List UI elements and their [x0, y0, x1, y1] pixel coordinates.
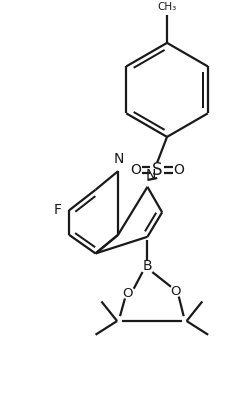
Text: CH₃: CH₃	[157, 2, 177, 12]
Text: B: B	[143, 259, 152, 273]
Text: O: O	[173, 163, 184, 177]
Text: S: S	[152, 161, 162, 179]
Text: N: N	[114, 152, 124, 166]
Text: N: N	[145, 168, 156, 182]
Text: O: O	[171, 285, 181, 298]
Text: O: O	[130, 163, 141, 177]
Text: F: F	[53, 203, 61, 217]
Text: O: O	[123, 287, 133, 300]
